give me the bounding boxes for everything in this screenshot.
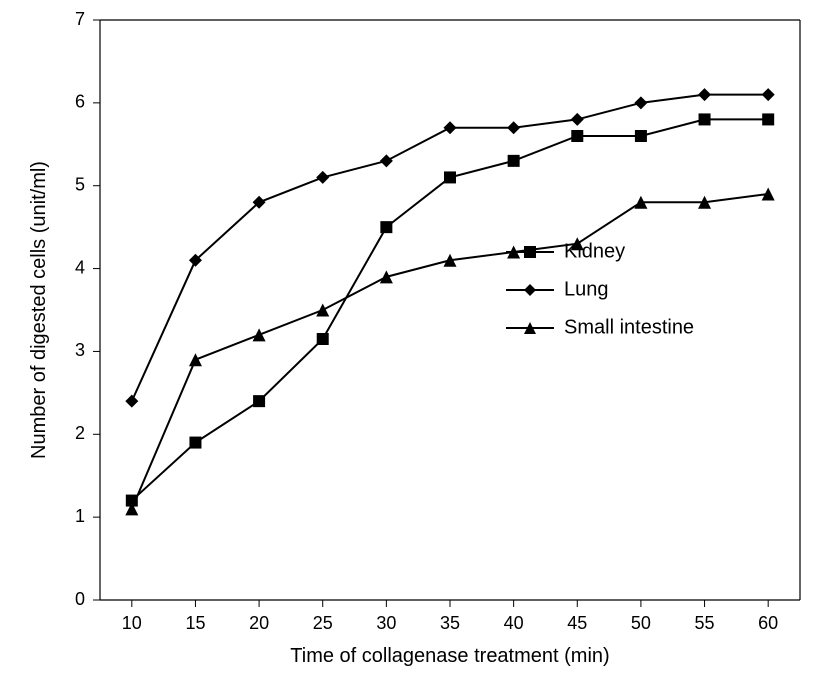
y-tick-label: 7 [75,9,85,29]
y-tick-label: 0 [75,589,85,609]
legend-label: Lung [564,278,609,300]
x-tick-label: 15 [185,613,205,633]
y-tick-label: 6 [75,92,85,112]
y-tick-label: 4 [75,257,85,277]
line-chart: 012345671015202530354045505560Time of co… [0,0,837,693]
legend-label: Kidney [564,240,625,262]
legend-item-small-intestine: Small intestine [506,316,694,338]
x-tick-label: 35 [440,613,460,633]
legend-label: Small intestine [564,316,694,338]
y-tick-label: 2 [75,423,85,443]
x-tick-label: 25 [313,613,333,633]
chart-svg: 012345671015202530354045505560Time of co… [0,0,837,693]
series-kidney [126,113,774,506]
x-axis-title: Time of collagenase treatment (min) [290,645,609,667]
x-tick-label: 60 [758,613,778,633]
x-tick-label: 20 [249,613,269,633]
y-tick-label: 1 [75,506,85,526]
x-tick-label: 30 [376,613,396,633]
y-tick-label: 5 [75,174,85,194]
y-axis-title: Number of digested cells (unit/ml) [28,161,50,459]
x-tick-label: 40 [504,613,524,633]
y-tick-label: 3 [75,340,85,360]
legend-item-lung: Lung [506,278,609,300]
x-tick-label: 55 [695,613,715,633]
x-tick-label: 50 [631,613,651,633]
x-tick-label: 10 [122,613,142,633]
x-tick-label: 45 [567,613,587,633]
legend-item-kidney: Kidney [506,240,625,262]
series-lung [125,88,774,408]
